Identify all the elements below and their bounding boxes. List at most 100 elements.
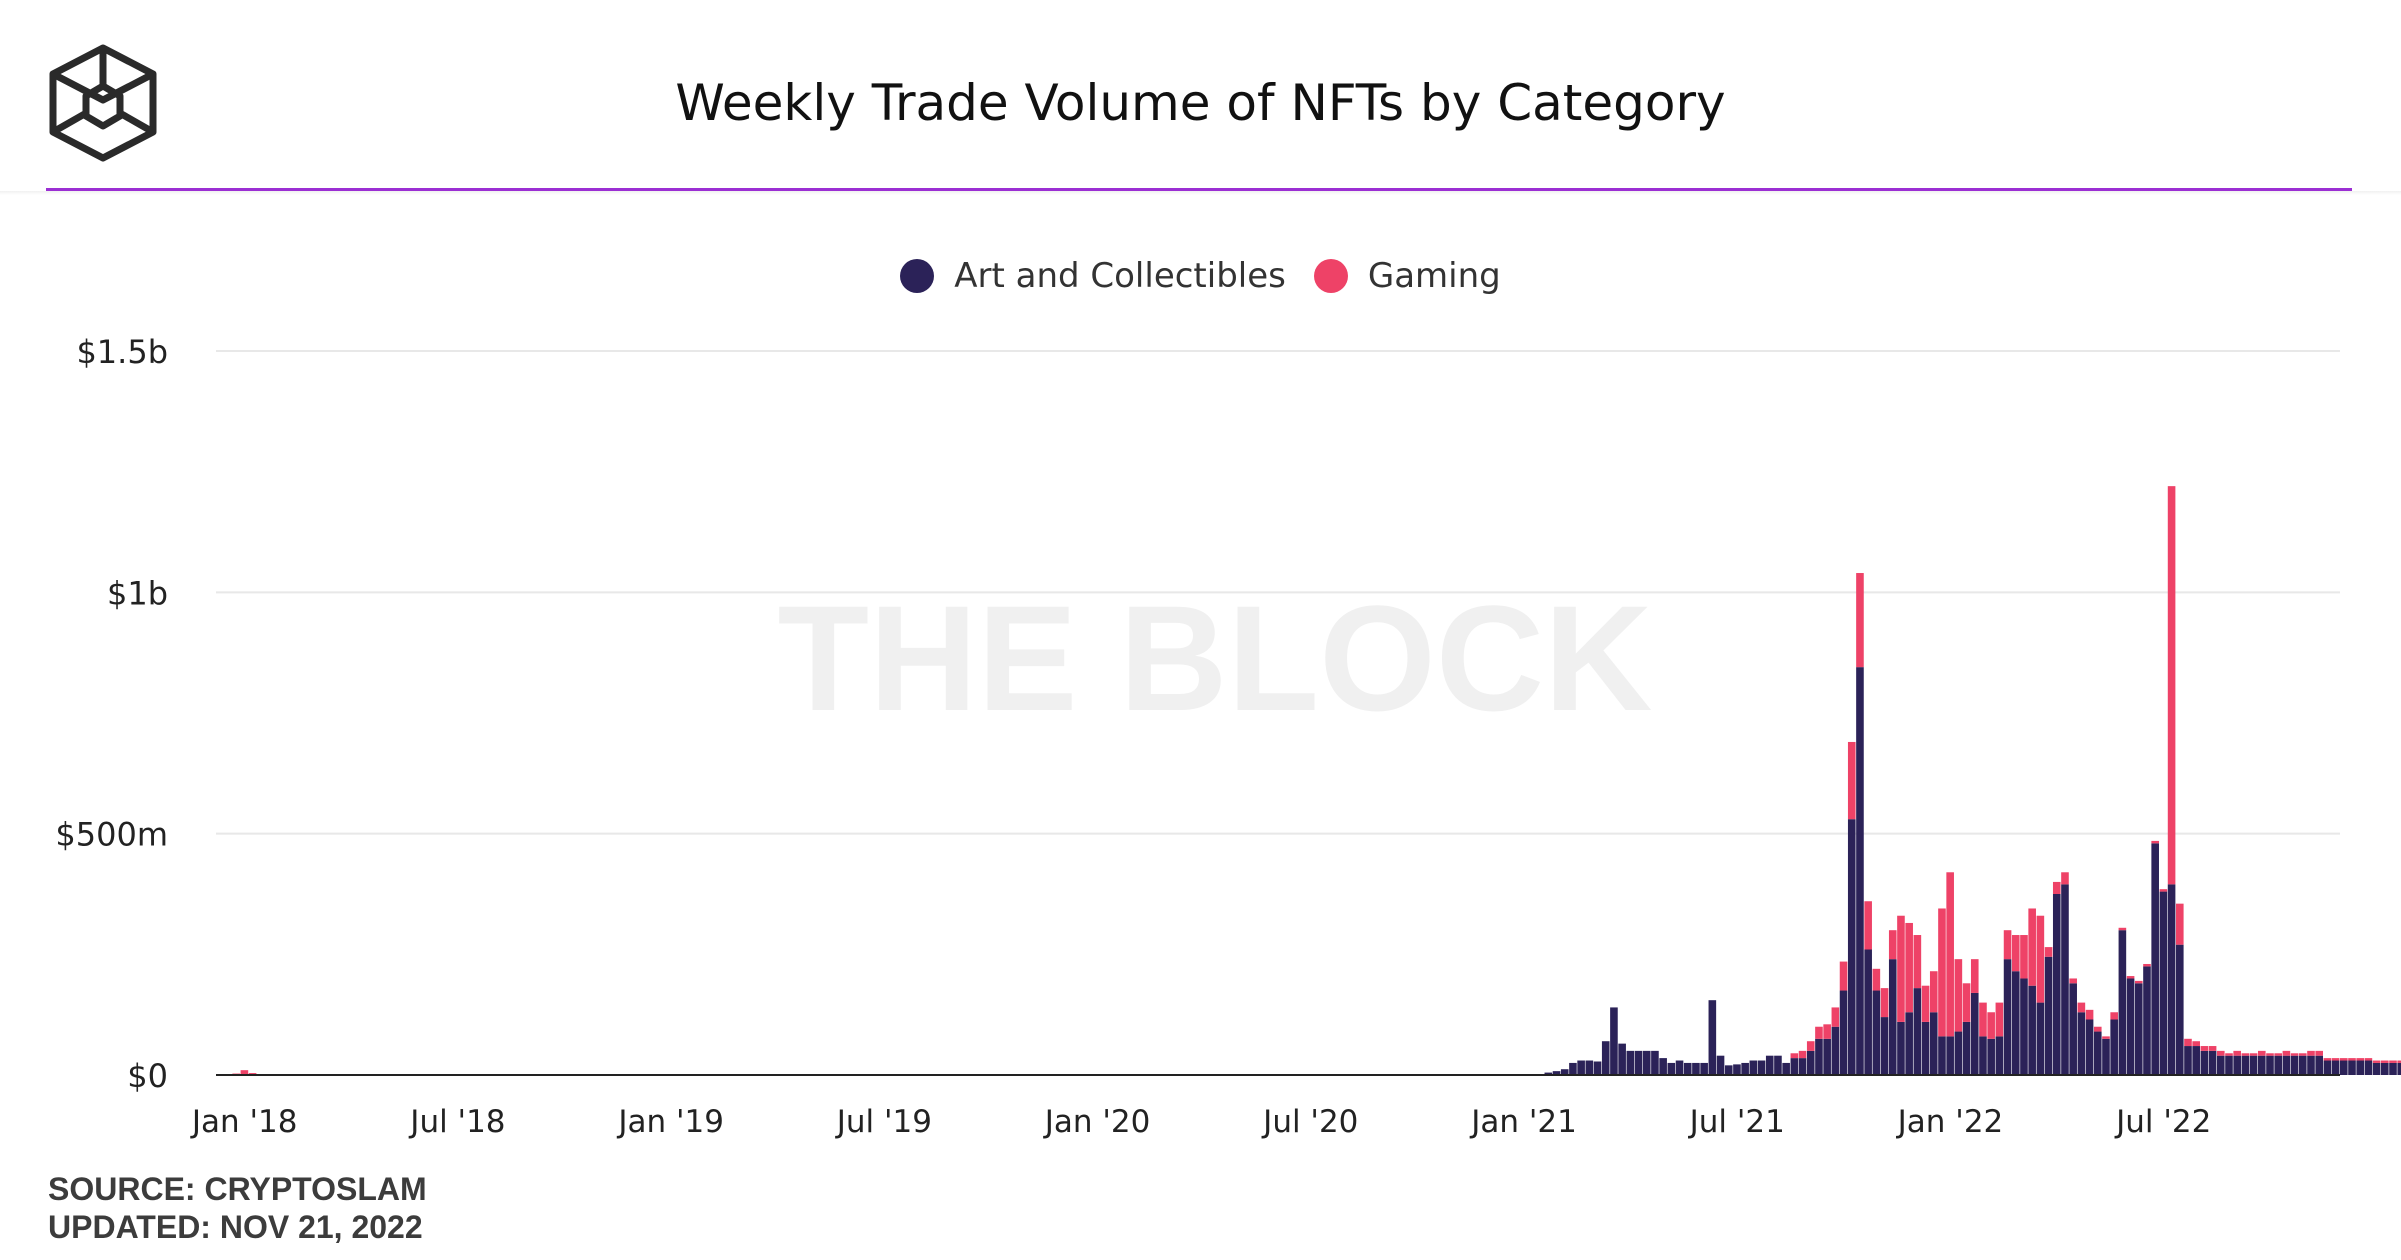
bar-gaming[interactable] xyxy=(1938,908,1946,1037)
bar-art-and-collectibles[interactable] xyxy=(1577,1060,1585,1075)
bar-art-and-collectibles[interactable] xyxy=(2274,1055,2282,1075)
bar-gaming[interactable] xyxy=(2159,889,2168,892)
bar-art-and-collectibles[interactable] xyxy=(1806,1050,1815,1075)
bar-art-and-collectibles[interactable] xyxy=(2110,1019,2118,1075)
bar-gaming[interactable] xyxy=(2372,1060,2381,1063)
bar-gaming[interactable] xyxy=(1823,1024,1831,1039)
bar-gaming[interactable] xyxy=(1962,983,1971,1022)
bar-art-and-collectibles[interactable] xyxy=(1593,1061,1602,1075)
bar-art-and-collectibles[interactable] xyxy=(1626,1050,1635,1075)
bar-art-and-collectibles[interactable] xyxy=(1995,1036,2004,1075)
bar-art-and-collectibles[interactable] xyxy=(2052,894,2061,1075)
bar-gaming[interactable] xyxy=(1946,872,1954,1037)
bar-art-and-collectibles[interactable] xyxy=(1913,988,1922,1075)
bar-art-and-collectibles[interactable] xyxy=(2298,1055,2307,1075)
bar-gaming[interactable] xyxy=(2052,881,2061,894)
bar-gaming[interactable] xyxy=(2134,980,2143,984)
bar-art-and-collectibles[interactable] xyxy=(1716,1055,1725,1075)
bar-art-and-collectibles[interactable] xyxy=(2266,1055,2274,1075)
bar-gaming[interactable] xyxy=(2102,1036,2110,1039)
bar-gaming[interactable] xyxy=(2233,1050,2241,1056)
bar-gaming[interactable] xyxy=(2143,963,2151,967)
bar-art-and-collectibles[interactable] xyxy=(1888,959,1897,1075)
bar-gaming[interactable] xyxy=(2208,1046,2217,1051)
bar-gaming[interactable] xyxy=(2315,1050,2323,1056)
bar-gaming[interactable] xyxy=(2249,1053,2258,1056)
bar-art-and-collectibles[interactable] xyxy=(1610,1007,1618,1075)
bar-art-and-collectibles[interactable] xyxy=(1970,992,1979,1075)
bar-gaming[interactable] xyxy=(1880,988,1889,1018)
bar-gaming[interactable] xyxy=(1970,959,1979,993)
bar-art-and-collectibles[interactable] xyxy=(2233,1055,2241,1075)
bar-art-and-collectibles[interactable] xyxy=(2020,978,2028,1075)
bar-art-and-collectibles[interactable] xyxy=(1569,1062,1577,1075)
bar-gaming[interactable] xyxy=(2323,1058,2332,1061)
legend-item-art[interactable]: Art and Collectibles xyxy=(900,256,1286,296)
bar-art-and-collectibles[interactable] xyxy=(1700,1062,1708,1075)
bar-gaming[interactable] xyxy=(2340,1058,2348,1061)
bar-art-and-collectibles[interactable] xyxy=(1946,1036,1954,1075)
bar-gaming[interactable] xyxy=(2077,1002,2086,1013)
bar-gaming[interactable] xyxy=(2356,1058,2365,1061)
bar-art-and-collectibles[interactable] xyxy=(1921,1021,1930,1075)
bar-art-and-collectibles[interactable] xyxy=(1774,1055,1782,1075)
bar-art-and-collectibles[interactable] xyxy=(1905,1012,1913,1075)
bar-gaming[interactable] xyxy=(2192,1041,2200,1047)
bar-art-and-collectibles[interactable] xyxy=(2381,1062,2389,1075)
legend-item-gaming[interactable]: Gaming xyxy=(1313,256,1501,296)
bar-art-and-collectibles[interactable] xyxy=(2167,884,2176,1075)
bar-art-and-collectibles[interactable] xyxy=(2077,1012,2086,1075)
bar-art-and-collectibles[interactable] xyxy=(1749,1060,1758,1075)
bar-art-and-collectibles[interactable] xyxy=(1733,1064,1741,1075)
bar-art-and-collectibles[interactable] xyxy=(2028,985,2036,1075)
bar-art-and-collectibles[interactable] xyxy=(2282,1055,2291,1075)
bar-gaming[interactable] xyxy=(2381,1060,2389,1063)
bar-gaming[interactable] xyxy=(2274,1053,2282,1056)
bar-gaming[interactable] xyxy=(2298,1053,2307,1056)
bar-gaming[interactable] xyxy=(1831,1007,1840,1027)
bar-art-and-collectibles[interactable] xyxy=(1552,1071,1561,1075)
bar-art-and-collectibles[interactable] xyxy=(2036,1002,2045,1075)
bar-art-and-collectibles[interactable] xyxy=(2102,1038,2110,1075)
bar-art-and-collectibles[interactable] xyxy=(1634,1050,1643,1075)
bar-art-and-collectibles[interactable] xyxy=(1560,1069,1569,1075)
bar-art-and-collectibles[interactable] xyxy=(2225,1055,2233,1075)
bar-art-and-collectibles[interactable] xyxy=(2126,978,2135,1075)
bar-art-and-collectibles[interactable] xyxy=(1765,1055,1774,1075)
bar-art-and-collectibles[interactable] xyxy=(1872,990,1881,1075)
bar-gaming[interactable] xyxy=(2061,872,2069,885)
bar-art-and-collectibles[interactable] xyxy=(1618,1043,1626,1075)
bar-gaming[interactable] xyxy=(2093,1026,2102,1032)
bar-gaming[interactable] xyxy=(2225,1053,2233,1056)
bar-art-and-collectibles[interactable] xyxy=(2257,1055,2266,1075)
bar-art-and-collectibles[interactable] xyxy=(1544,1072,1553,1075)
bar-art-and-collectibles[interactable] xyxy=(2093,1031,2102,1075)
bar-art-and-collectibles[interactable] xyxy=(1839,990,1848,1075)
bar-art-and-collectibles[interactable] xyxy=(1954,1031,1963,1075)
bar-gaming[interactable] xyxy=(2397,1060,2401,1063)
bar-art-and-collectibles[interactable] xyxy=(1979,1036,1987,1075)
bar-art-and-collectibles[interactable] xyxy=(1929,1012,1938,1075)
bar-art-and-collectibles[interactable] xyxy=(1987,1038,1995,1075)
bar-gaming[interactable] xyxy=(1839,961,1848,991)
bar-art-and-collectibles[interactable] xyxy=(2044,956,2053,1075)
bar-art-and-collectibles[interactable] xyxy=(1642,1050,1651,1075)
bar-gaming[interactable] xyxy=(1790,1053,1799,1059)
bar-art-and-collectibles[interactable] xyxy=(1757,1060,1766,1075)
bar-gaming[interactable] xyxy=(1954,959,1963,1032)
bar-gaming[interactable] xyxy=(2241,1053,2250,1056)
bar-art-and-collectibles[interactable] xyxy=(1692,1062,1700,1075)
bar-gaming[interactable] xyxy=(2307,1050,2315,1056)
bar-art-and-collectibles[interactable] xyxy=(1667,1062,1676,1075)
bar-gaming[interactable] xyxy=(2364,1058,2373,1061)
bar-art-and-collectibles[interactable] xyxy=(2011,971,2020,1075)
bar-gaming[interactable] xyxy=(1864,901,1872,950)
bar-gaming[interactable] xyxy=(2282,1050,2291,1056)
bar-art-and-collectibles[interactable] xyxy=(2200,1050,2209,1075)
bar-art-and-collectibles[interactable] xyxy=(2003,959,2012,1075)
bar-art-and-collectibles[interactable] xyxy=(2184,1046,2192,1075)
bar-art-and-collectibles[interactable] xyxy=(1675,1060,1684,1075)
bar-art-and-collectibles[interactable] xyxy=(1708,1000,1717,1075)
bar-art-and-collectibles[interactable] xyxy=(2331,1060,2340,1075)
bar-art-and-collectibles[interactable] xyxy=(1790,1058,1799,1075)
